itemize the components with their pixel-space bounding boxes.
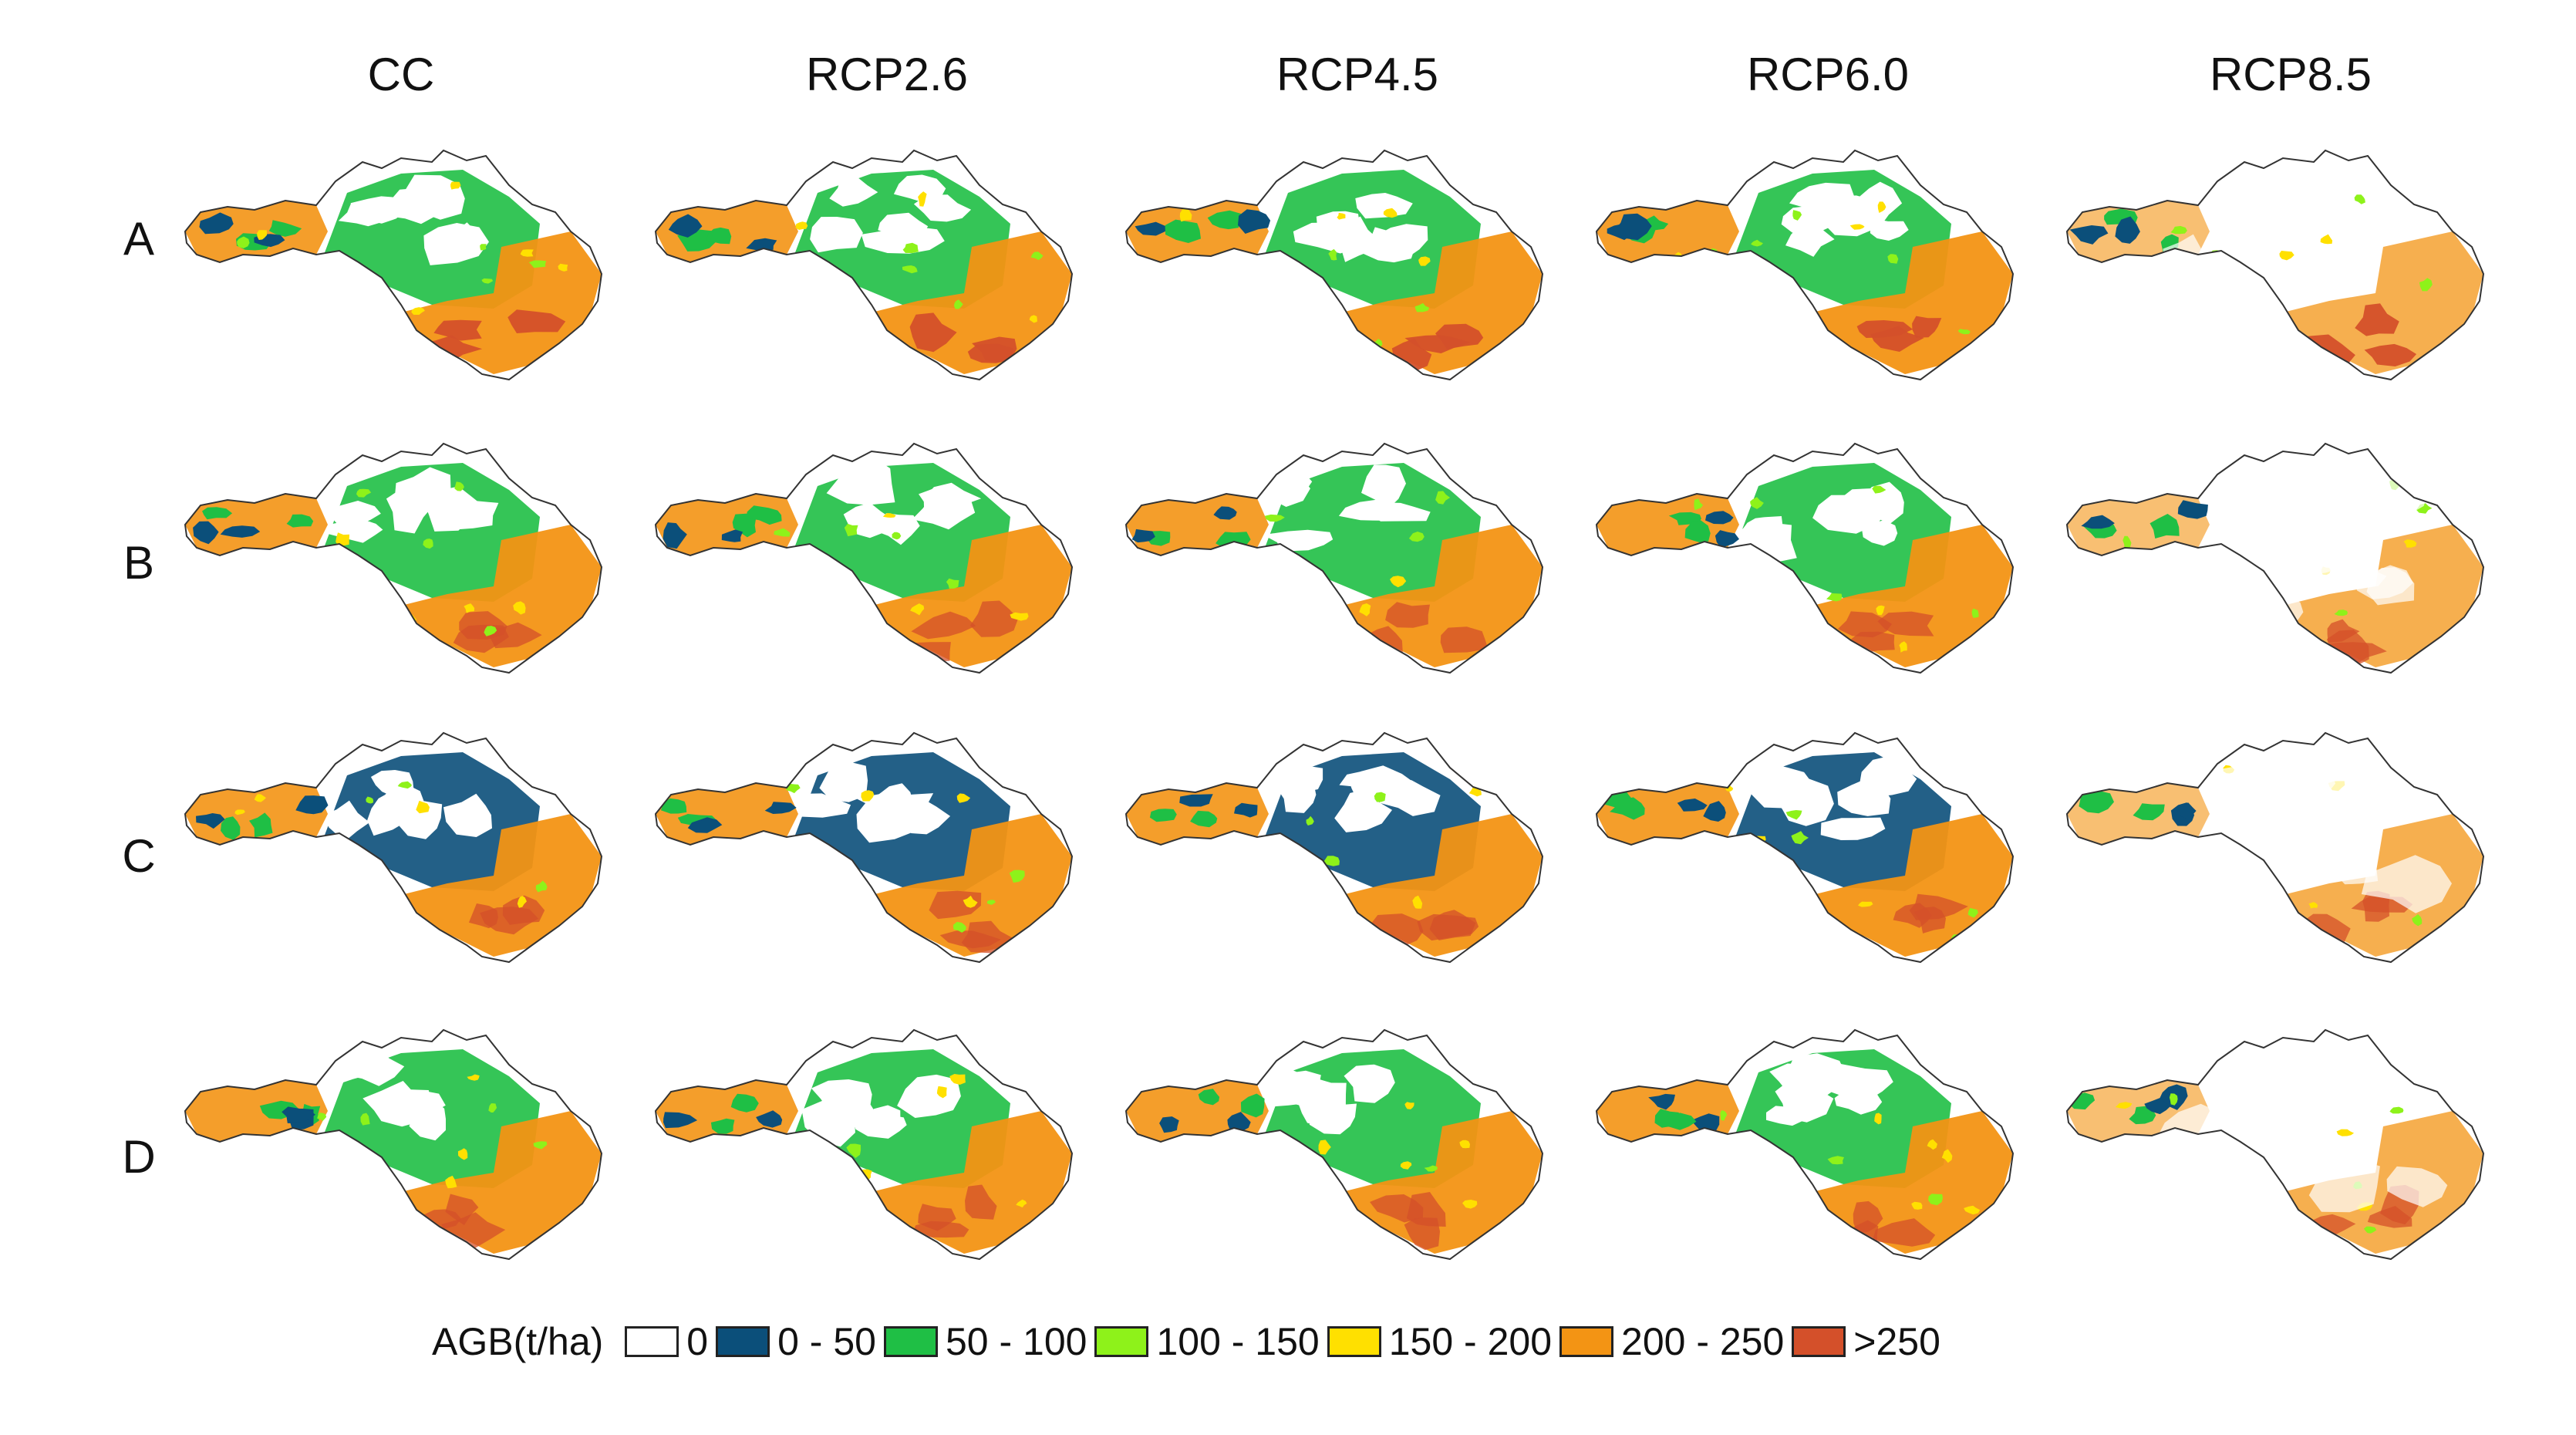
map-boundary: [654, 442, 1074, 674]
row-label-d: D: [122, 1131, 156, 1183]
legend: AGB(t/ha) 0 0 - 50 50 - 100 100 - 150 15…: [432, 1315, 1948, 1369]
map-d-rcp60: [1581, 1018, 2028, 1265]
map-b-rcp85: [2052, 432, 2499, 679]
row-label-a: A: [123, 213, 155, 265]
row-label-b: B: [123, 537, 155, 589]
map-land-cover: [2067, 1030, 2483, 1259]
legend-label-5: 200 - 250: [1621, 1320, 1785, 1363]
map-land-cover: [2067, 444, 2483, 673]
map-land-cover: [1126, 150, 1543, 380]
map-boundary: [2065, 149, 2485, 381]
map-land-cover: [1126, 1030, 1543, 1259]
map-land-cover: [1597, 444, 2013, 673]
column-label-rcp45: RCP4.5: [1276, 49, 1439, 100]
map-land-cover: [2067, 733, 2483, 962]
map-land-cover: [185, 444, 602, 673]
map-land-cover: [656, 444, 1072, 673]
map-boundary: [1124, 149, 1544, 381]
legend-label-3: 100 - 150: [1156, 1320, 1320, 1363]
map-land-cover: [185, 733, 602, 962]
map-land-cover: [1126, 733, 1543, 962]
map-d-rcp45: [1111, 1018, 1558, 1265]
map-c-rcp26: [640, 721, 1087, 968]
legend-label-2: 50 - 100: [945, 1320, 1087, 1363]
legend-swatch-0: [625, 1326, 679, 1357]
map-c-rcp85: [2052, 721, 2499, 968]
legend-item-1: 0 - 50: [716, 1319, 876, 1364]
map-a-rcp45: [1111, 139, 1558, 386]
column-label-cc: CC: [367, 49, 435, 100]
map-a-cc: [170, 139, 617, 386]
map-boundary: [2065, 442, 2485, 674]
map-land-cover: [1597, 1030, 2013, 1259]
map-boundary: [1124, 442, 1544, 674]
map-boundary: [1595, 149, 2015, 381]
map-boundary: [1595, 442, 2015, 674]
column-label-rcp60: RCP6.0: [1746, 49, 1910, 100]
column-label-rcp85: RCP8.5: [2209, 49, 2372, 100]
map-land-cover: [185, 1030, 602, 1259]
map-a-rcp60: [1581, 139, 2028, 386]
map-a-rcp26: [640, 139, 1087, 386]
map-c-rcp45: [1111, 721, 1558, 968]
legend-item-0: 0: [625, 1319, 708, 1364]
map-boundary: [184, 442, 603, 674]
map-boundary: [654, 1028, 1074, 1261]
map-d-cc: [170, 1018, 617, 1265]
map-boundary: [1595, 731, 2015, 964]
legend-swatch-5: [1559, 1326, 1614, 1357]
map-boundary: [1124, 1028, 1544, 1261]
map-land-cover: [656, 733, 1072, 962]
map-land-cover: [2067, 150, 2483, 380]
legend-item-4: 150 - 200: [1327, 1319, 1552, 1364]
map-a-rcp85: [2052, 139, 2499, 386]
legend-item-6: >250: [1792, 1319, 1940, 1364]
map-c-rcp60: [1581, 721, 2028, 968]
map-boundary: [184, 1028, 603, 1261]
legend-item-3: 100 - 150: [1094, 1319, 1320, 1364]
legend-title: AGB(t/ha): [432, 1320, 604, 1363]
legend-label-4: 150 - 200: [1388, 1320, 1553, 1363]
map-land-cover: [1597, 150, 2013, 380]
legend-item-2: 50 - 100: [883, 1319, 1087, 1364]
legend-label-0: 0: [686, 1320, 709, 1363]
map-b-rcp60: [1581, 432, 2028, 679]
map-boundary: [654, 149, 1074, 381]
map-land-cover: [1126, 444, 1543, 673]
map-land-cover: [656, 1030, 1072, 1259]
legend-swatch-1: [716, 1326, 770, 1357]
map-boundary: [184, 731, 603, 964]
map-d-rcp85: [2052, 1018, 2499, 1265]
map-land-cover: [656, 150, 1072, 380]
map-land-cover: [1597, 733, 2013, 962]
map-b-rcp26: [640, 432, 1087, 679]
legend-swatch-3: [1094, 1326, 1149, 1357]
column-label-rcp26: RCP2.6: [805, 49, 969, 100]
legend-label-6: >250: [1853, 1320, 1940, 1363]
map-boundary: [184, 149, 603, 381]
map-d-rcp26: [640, 1018, 1087, 1265]
legend-swatch-4: [1327, 1326, 1381, 1357]
row-label-c: C: [122, 830, 156, 882]
legend-swatch-2: [883, 1326, 938, 1357]
map-boundary: [2065, 1028, 2485, 1261]
legend-item-5: 200 - 250: [1559, 1319, 1784, 1364]
legend-swatch-6: [1792, 1326, 1846, 1357]
map-boundary: [654, 731, 1074, 964]
legend-label-1: 0 - 50: [777, 1320, 876, 1363]
map-b-rcp45: [1111, 432, 1558, 679]
map-c-cc: [170, 721, 617, 968]
map-boundary: [1595, 1028, 2015, 1261]
map-land-cover: [185, 150, 602, 380]
map-b-cc: [170, 432, 617, 679]
map-boundary: [1124, 731, 1544, 964]
map-boundary: [2065, 731, 2485, 964]
